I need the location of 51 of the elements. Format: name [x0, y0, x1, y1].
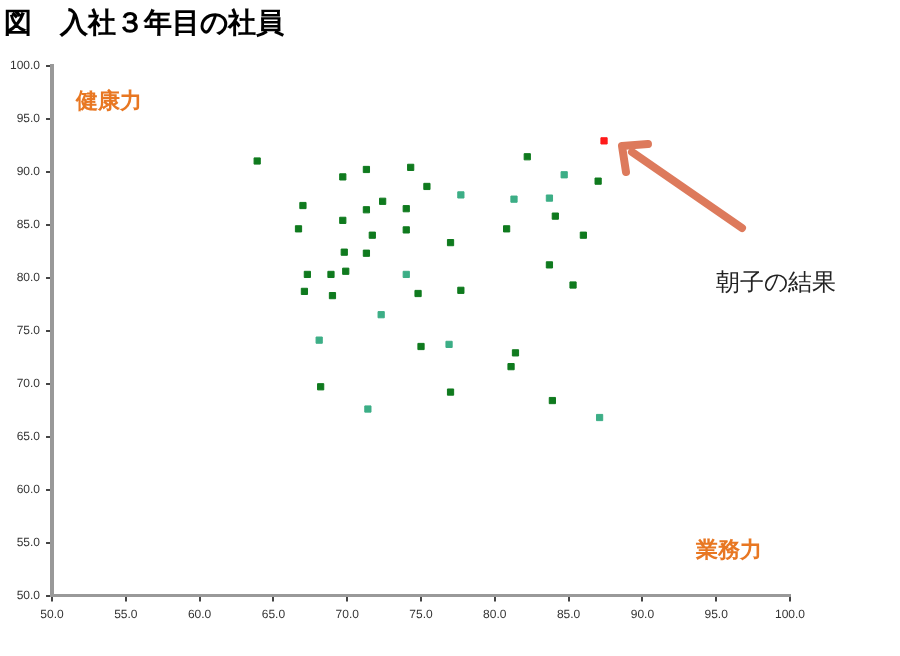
point — [523, 153, 531, 161]
point — [503, 225, 511, 233]
point — [600, 137, 608, 145]
point — [507, 363, 515, 371]
point — [317, 383, 325, 391]
annotation: 朝子の結果 — [716, 268, 836, 297]
point — [548, 396, 556, 405]
point — [510, 195, 518, 203]
point — [545, 194, 554, 202]
point — [417, 342, 425, 351]
y-axis-title: 健康力 — [74, 88, 143, 115]
point — [379, 197, 387, 205]
point — [294, 225, 303, 233]
point — [579, 231, 587, 239]
point — [569, 281, 577, 289]
point — [407, 163, 415, 171]
point — [342, 267, 350, 275]
point — [402, 226, 410, 234]
point — [315, 336, 323, 344]
point — [560, 171, 568, 179]
point — [362, 206, 371, 214]
point — [339, 173, 347, 181]
x-axis-title: 業務力 — [694, 537, 762, 564]
point — [377, 311, 385, 319]
point — [446, 388, 455, 396]
point — [545, 261, 554, 269]
point — [594, 177, 602, 185]
point — [340, 248, 348, 256]
point — [595, 413, 604, 422]
point — [339, 216, 347, 224]
point — [446, 239, 455, 247]
point — [364, 405, 372, 413]
point — [457, 286, 465, 294]
point — [299, 201, 307, 210]
point — [414, 289, 422, 298]
point — [551, 212, 559, 220]
point — [445, 340, 453, 348]
point — [303, 270, 311, 279]
point — [368, 231, 376, 239]
point — [253, 157, 261, 165]
point — [362, 249, 371, 257]
point — [423, 182, 431, 191]
point — [328, 292, 337, 300]
point — [511, 349, 520, 357]
point — [327, 270, 335, 279]
point — [457, 191, 465, 199]
point — [402, 205, 410, 213]
point — [300, 287, 309, 295]
point — [362, 165, 371, 174]
chart-title: 図 入社３年目の社員 — [4, 8, 286, 41]
point — [402, 270, 410, 279]
